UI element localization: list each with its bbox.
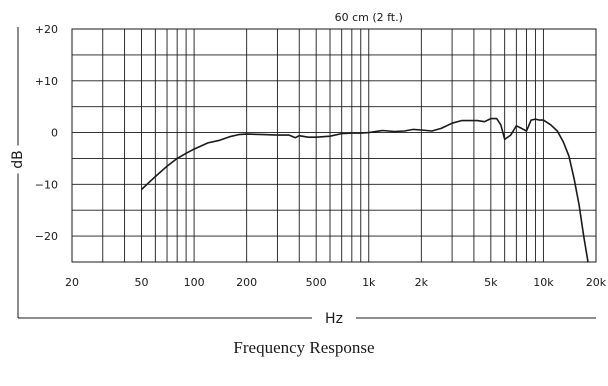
x-tick-label: 20 xyxy=(65,276,79,289)
series-line-response xyxy=(140,117,589,263)
chart-grid xyxy=(72,29,596,262)
figure-caption: Frequency Response xyxy=(233,338,375,357)
y-axis-label-group: dB xyxy=(10,27,26,318)
y-axis-label: dB xyxy=(10,150,26,169)
plot-frame xyxy=(71,28,597,263)
x-tick-label: 200 xyxy=(236,276,257,289)
x-tick-labels: 20 50 100 200 500 1k 2k 5k 10k 20k xyxy=(65,276,607,289)
y-tick-label: +20 xyxy=(35,23,58,36)
y-tick-label: −10 xyxy=(35,178,58,191)
y-tick-label: −20 xyxy=(35,230,58,243)
x-tick-label: 1k xyxy=(362,276,376,289)
y-tick-label: 0 xyxy=(51,127,58,140)
x-tick-label: 100 xyxy=(184,276,205,289)
x-tick-label: 500 xyxy=(306,276,327,289)
distance-annotation: 60 cm (2 ft.) xyxy=(335,11,403,24)
x-tick-label: 50 xyxy=(135,276,149,289)
x-tick-label: 5k xyxy=(484,276,498,289)
x-axis-label-group: Hz xyxy=(18,311,596,327)
y-tick-label: +10 xyxy=(35,75,58,88)
x-axis-label: Hz xyxy=(325,311,343,327)
y-tick-labels: +20 +10 0 −10 −20 xyxy=(35,23,58,243)
x-tick-label: 20k xyxy=(586,276,607,289)
x-tick-label: 10k xyxy=(533,276,554,289)
x-tick-label: 2k xyxy=(415,276,429,289)
